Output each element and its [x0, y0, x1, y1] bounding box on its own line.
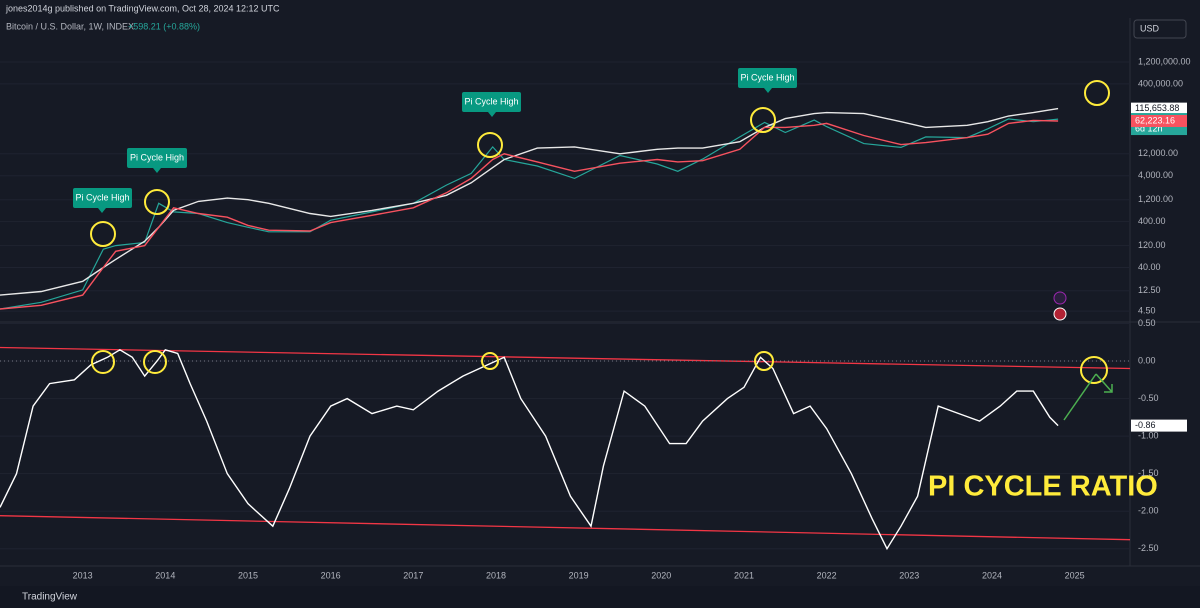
label-box	[738, 68, 797, 88]
y-tick-label: -0.50	[1138, 393, 1159, 403]
x-tick-label: 2014	[155, 570, 175, 580]
trendline	[0, 346, 1131, 370]
x-tick-label: 2013	[73, 570, 93, 580]
icon[interactable]	[1053, 307, 1067, 321]
label-box	[127, 148, 187, 168]
pane-title: PI CYCLE RATIO	[928, 471, 1158, 503]
brand: TradingView	[22, 592, 78, 603]
icon[interactable]	[1053, 291, 1067, 305]
x-tick-label: 2024	[982, 570, 1002, 580]
countdown: 6d 12h	[1135, 123, 1163, 133]
arrow-head	[1104, 384, 1113, 393]
currency-box[interactable]	[1133, 19, 1187, 39]
x-tick-label: 2021	[734, 570, 754, 580]
trendline	[0, 515, 1131, 541]
y-tick-label: 12.50	[1138, 285, 1161, 295]
circle	[481, 352, 499, 370]
circle	[750, 107, 776, 133]
value-badge-label: -0.86	[1135, 420, 1156, 430]
value-badge-label: 115,653.88	[1135, 103, 1179, 113]
circle	[91, 350, 115, 374]
x-tick-label: 2017	[403, 570, 423, 580]
y-tick-label: 1,200.00	[1138, 194, 1173, 204]
annotation: Pi Cycle High	[75, 192, 129, 202]
currency[interactable]: USD	[1140, 23, 1160, 33]
circle	[754, 351, 774, 371]
published-line: jones2014g published on TradingView.com,…	[5, 3, 280, 13]
x-tick-label: 2015	[238, 570, 258, 580]
y-tick-label: 4,000.00	[1138, 170, 1173, 180]
y-tick-label: 400,000.00	[1138, 78, 1183, 88]
x-tick-label: 2016	[321, 570, 341, 580]
x-tick-label: 2018	[486, 570, 506, 580]
annotation: Pi Cycle High	[740, 72, 794, 82]
annotation: Pi Cycle High	[464, 96, 518, 106]
y-tick-label: 1,200,000.00	[1138, 56, 1191, 66]
value-badge-label: 62,223.16	[1135, 115, 1175, 125]
footer	[0, 586, 1200, 608]
circle	[90, 221, 116, 247]
y-tick-label: -1.50	[1138, 468, 1159, 478]
arrow	[1063, 373, 1113, 421]
series-line	[0, 348, 1059, 551]
x-tick-label: 2025	[1065, 570, 1085, 580]
x-tick-label: 2023	[899, 570, 919, 580]
circle	[1084, 80, 1110, 106]
y-tick-label: -2.00	[1138, 506, 1159, 516]
y-tick-label: 40.00	[1138, 262, 1161, 272]
arrow-shaft	[1095, 373, 1113, 393]
label-box	[462, 92, 521, 112]
y-tick-label: 4.50	[1138, 305, 1156, 315]
value-badge	[1131, 114, 1187, 127]
label-pointer	[764, 88, 772, 93]
circle	[1080, 356, 1108, 384]
label-box	[73, 188, 132, 208]
y-tick-label: 0.00	[1138, 355, 1156, 365]
y-tick-label: -2.50	[1138, 543, 1159, 553]
series-line	[0, 119, 1059, 310]
y-tick-label: 0.50	[1138, 318, 1156, 328]
circle	[144, 189, 170, 215]
x-tick-label: 2020	[651, 570, 671, 580]
label-pointer	[488, 112, 496, 117]
arrow-shaft	[1063, 373, 1097, 421]
y-tick-label: 12,000.00	[1138, 148, 1178, 158]
symbol-line: Bitcoin / U.S. Dollar, 1W, INDEX	[6, 21, 134, 31]
x-tick-label: 2019	[569, 570, 589, 580]
value-badge	[1131, 419, 1187, 432]
label-pointer	[98, 208, 106, 213]
y-tick-label: 400.00	[1138, 216, 1166, 226]
value-badge	[1131, 102, 1187, 115]
annotation: Pi Cycle High	[130, 152, 184, 162]
highlight-circles	[90, 80, 1110, 384]
pi-cycle-labels: Pi Cycle High Pi Cycle High Pi Cycle Hig…	[73, 68, 797, 213]
x-tick-label: 2022	[817, 570, 837, 580]
y-tick-label: 120.00	[1138, 240, 1166, 250]
circle	[143, 350, 167, 374]
change: +598.21 (+0.88%)	[128, 21, 200, 31]
y-tick-label: -1.00	[1138, 430, 1159, 440]
label-pointer	[153, 168, 161, 173]
circle	[477, 132, 503, 158]
